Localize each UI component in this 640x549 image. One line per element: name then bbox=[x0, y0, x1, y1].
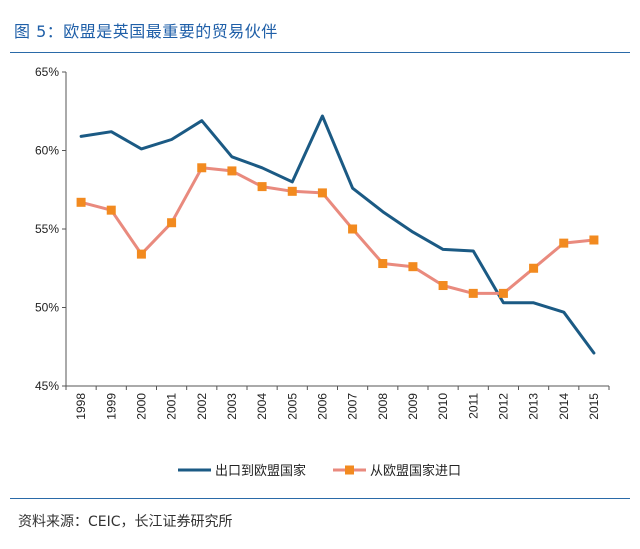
x-tick-label: 2006 bbox=[315, 393, 329, 420]
data-point-marker bbox=[257, 182, 267, 192]
top-rule bbox=[10, 52, 630, 53]
data-point-marker bbox=[529, 263, 539, 273]
x-tick-label: 2000 bbox=[134, 393, 148, 420]
axes bbox=[65, 72, 609, 387]
x-tick-label: 2008 bbox=[376, 393, 390, 420]
data-point-marker bbox=[559, 238, 569, 248]
line-chart: 45% 50% 55% 60% 65% 1998 1999 2000 2001 2002 2003… bbox=[35, 65, 610, 479]
x-tick-label: 2010 bbox=[436, 393, 450, 420]
x-tick-label: 2012 bbox=[496, 393, 510, 420]
x-tick-label: 2014 bbox=[557, 393, 571, 420]
y-tick-label: 60% bbox=[35, 144, 59, 158]
data-point-marker bbox=[287, 186, 297, 196]
x-tick-label: 2013 bbox=[527, 393, 541, 420]
data-point-marker bbox=[317, 188, 327, 198]
data-point-marker bbox=[589, 235, 599, 245]
x-tick-label: 2003 bbox=[225, 393, 239, 420]
y-tick-label: 45% bbox=[35, 379, 59, 393]
data-point-marker bbox=[76, 197, 86, 207]
data-point-marker bbox=[227, 166, 237, 176]
y-tick-label: 65% bbox=[35, 65, 59, 79]
data-point-marker bbox=[197, 163, 207, 173]
data-point-marker bbox=[167, 218, 177, 228]
data-point-marker bbox=[468, 288, 478, 298]
legend-marker-imports bbox=[345, 465, 354, 475]
y-tick-label: 55% bbox=[35, 222, 59, 236]
bottom-rule bbox=[10, 498, 630, 499]
x-tick-label: 2004 bbox=[255, 393, 269, 420]
y-axis-ticks: 45% 50% 55% 60% 65% bbox=[35, 65, 66, 393]
x-tick-label: 2007 bbox=[346, 393, 360, 420]
figure-title: 图 5：欧盟是英国最重要的贸易伙伴 bbox=[14, 22, 278, 41]
legend-label-exports: 出口到欧盟国家 bbox=[215, 463, 306, 479]
x-tick-label: 1998 bbox=[74, 393, 88, 420]
x-axis-ticks: 1998 1999 2000 2001 2002 2003 2004 2005 2006 2007… bbox=[65, 386, 610, 420]
x-tick-label: 2015 bbox=[587, 393, 601, 420]
data-point-marker bbox=[106, 205, 116, 215]
data-point-marker bbox=[378, 259, 388, 269]
x-tick-label: 2011 bbox=[466, 393, 480, 419]
series-line-0 bbox=[79, 114, 596, 355]
series-line-1 bbox=[79, 166, 596, 295]
data-point-marker bbox=[438, 281, 448, 291]
legend-label-imports: 从欧盟国家进口 bbox=[370, 463, 461, 479]
x-tick-label: 2009 bbox=[406, 393, 420, 420]
y-tick-label: 50% bbox=[35, 301, 59, 315]
series-group bbox=[76, 114, 599, 355]
data-point-marker bbox=[348, 224, 358, 234]
data-point-marker bbox=[498, 288, 508, 298]
x-tick-label: 2002 bbox=[195, 393, 209, 420]
data-point-marker bbox=[408, 262, 418, 272]
x-tick-label: 2001 bbox=[165, 393, 179, 420]
x-tick-label: 1999 bbox=[104, 393, 118, 420]
x-tick-label: 2005 bbox=[285, 393, 299, 420]
source-note: 资料来源：CEIC，长江证券研究所 bbox=[18, 514, 233, 530]
legend: 出口到欧盟国家 从欧盟国家进口 bbox=[178, 463, 461, 479]
data-point-marker bbox=[136, 249, 146, 259]
